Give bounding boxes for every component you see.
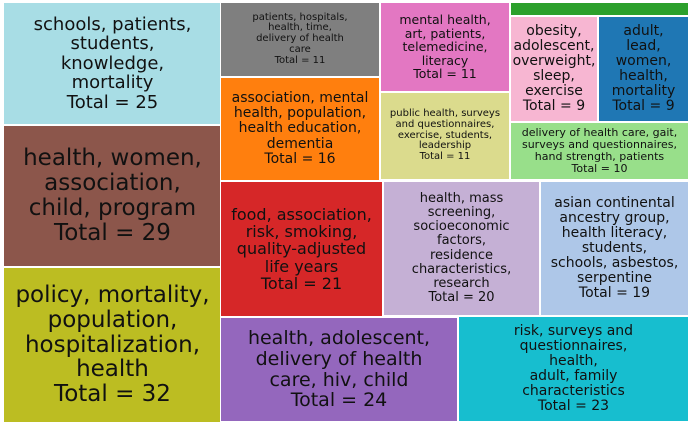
treemap-tile: adult, lead, women, health, mortality Tot… bbox=[598, 16, 689, 122]
tile-total: Total = 10 bbox=[571, 161, 628, 175]
tile-label: adult, lead, women, health, mortality bbox=[611, 22, 676, 100]
tile-total: Total = 32 bbox=[54, 381, 171, 408]
tile-label: health, adolescent, delivery of health c… bbox=[247, 327, 431, 391]
treemap-tile: health, mass screening, socioeconomic fa… bbox=[383, 181, 540, 316]
treemap-tile: health, adolescent, delivery of health c… bbox=[220, 317, 458, 422]
treemap-tile: mental health, art, patients, telemedici… bbox=[380, 2, 510, 92]
tile-label: obesity, adolescent, overweight, sleep, … bbox=[512, 22, 596, 100]
tile-total: Total = 19 bbox=[578, 285, 651, 302]
tile-label: risk, surveys and questionnaires, health… bbox=[513, 322, 634, 400]
treemap-tile: public health, surveys and questionnaire… bbox=[380, 92, 510, 180]
tile-total: Total = 23 bbox=[537, 398, 610, 415]
tile-label: patients, hospitals, health, time, deliv… bbox=[252, 11, 348, 55]
tile-total: Total = 21 bbox=[260, 273, 343, 293]
treemap-tile: policy, mortality, population, hospitali… bbox=[3, 267, 222, 423]
tile-label: food, association, risk, smoking, qualit… bbox=[231, 204, 372, 276]
treemap-tile bbox=[510, 2, 689, 16]
tile-total: Total = 29 bbox=[54, 219, 171, 246]
tile-label: health, mass screening, socioeconomic fa… bbox=[411, 191, 512, 291]
treemap-tile: association, mental health, population, … bbox=[220, 77, 380, 181]
tile-total: Total = 20 bbox=[428, 289, 495, 305]
tile-label: public health, surveys and questionnaire… bbox=[389, 108, 501, 152]
tile-total: Total = 25 bbox=[66, 91, 159, 113]
tile-label: mental health, art, patients, telemedici… bbox=[399, 12, 491, 68]
tile-label: schools, patients, students, knowledge, … bbox=[33, 13, 192, 94]
treemap-tile: obesity, adolescent, overweight, sleep, … bbox=[510, 16, 598, 122]
tile-total: Total = 16 bbox=[264, 150, 336, 167]
tile-total: Total = 9 bbox=[612, 98, 675, 115]
treemap-tile: food, association, risk, smoking, qualit… bbox=[220, 181, 383, 317]
treemap-tile: risk, surveys and questionnaires, health… bbox=[458, 316, 689, 422]
tile-label: asian continental ancestry group, health… bbox=[550, 194, 679, 287]
treemap-tile: health, women, association, child, progr… bbox=[3, 125, 222, 267]
tile-total: Total = 11 bbox=[274, 54, 326, 66]
tile-total: Total = 11 bbox=[419, 151, 471, 163]
treemap-tile: delivery of health care, gait, surveys a… bbox=[510, 122, 689, 180]
tile-label: health, women, association, child, progr… bbox=[23, 145, 202, 221]
treemap-tile: asian continental ancestry group, health… bbox=[540, 181, 689, 316]
tile-label: policy, mortality, population, hospitali… bbox=[15, 281, 210, 383]
treemap-tile: schools, patients, students, knowledge, … bbox=[3, 2, 222, 125]
tile-label: association, mental health, population, … bbox=[231, 90, 369, 152]
tile-total: Total = 11 bbox=[413, 66, 477, 82]
tile-total: Total = 9 bbox=[522, 98, 586, 115]
treemap-tile: patients, hospitals, health, time, deliv… bbox=[220, 2, 380, 77]
tile-label: delivery of health care, gait, surveys a… bbox=[521, 126, 678, 163]
tile-total: Total = 24 bbox=[290, 389, 388, 412]
